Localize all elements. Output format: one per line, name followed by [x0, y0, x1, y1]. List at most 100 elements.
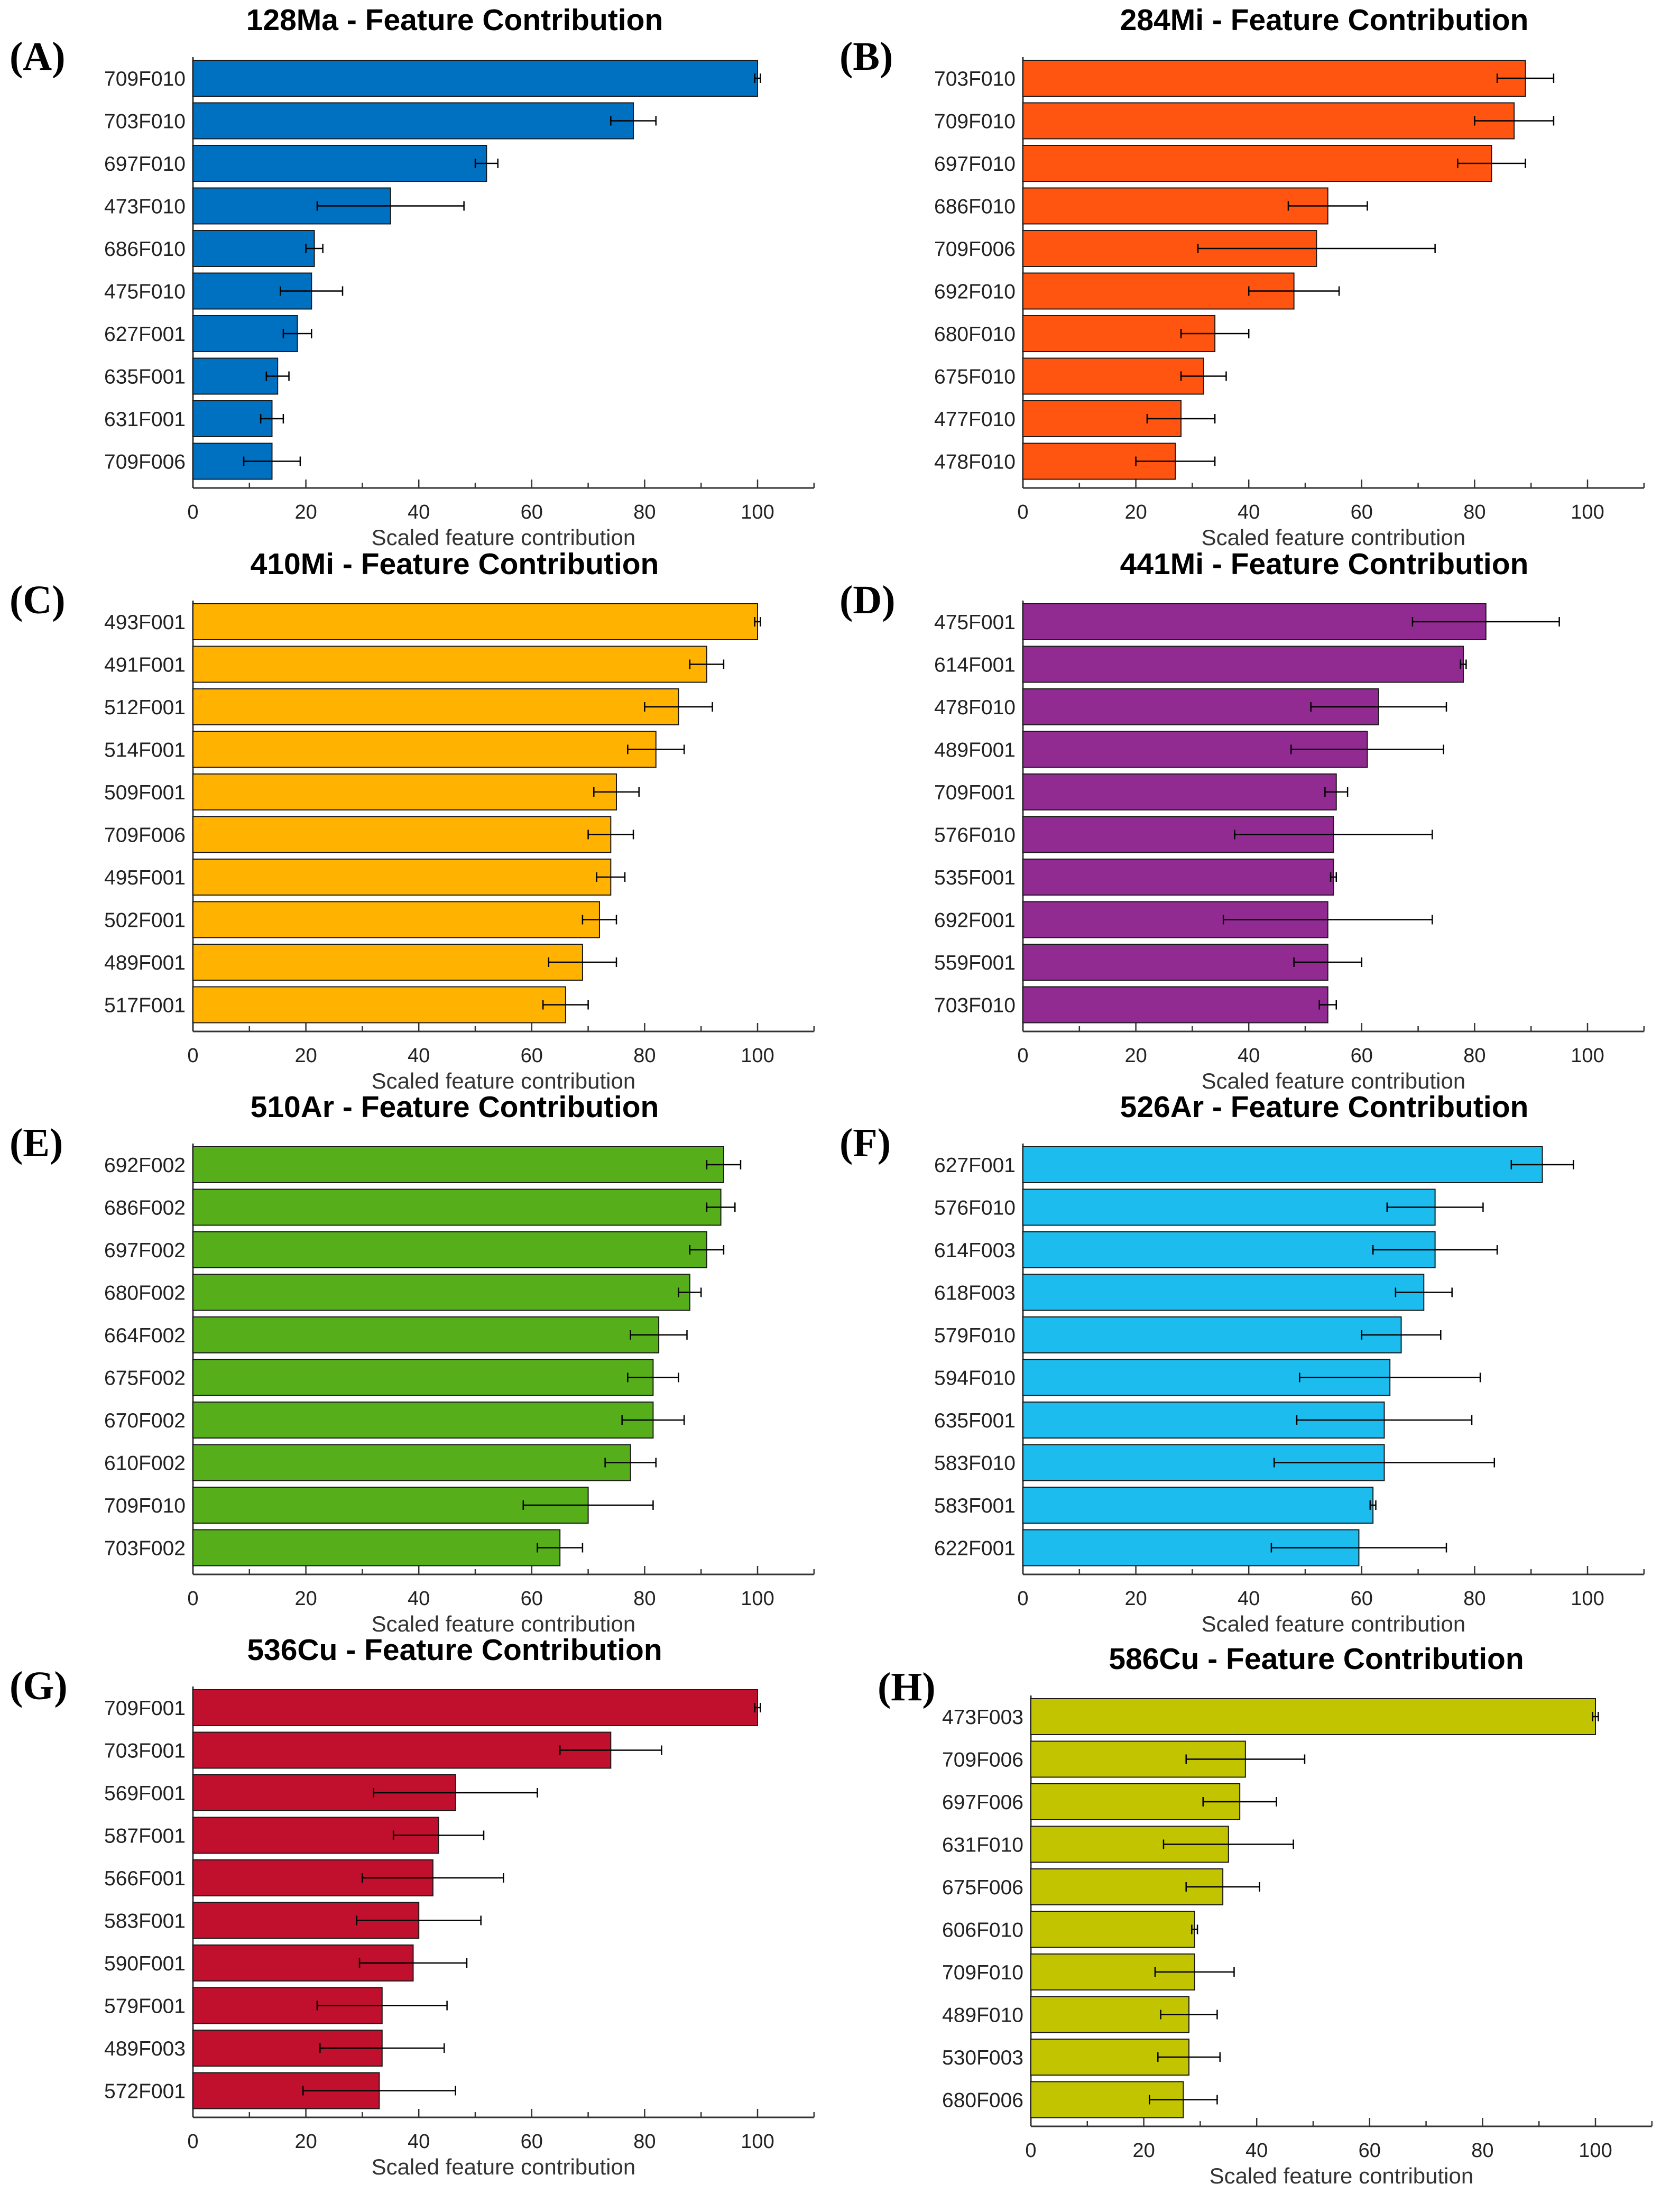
- category-label: 489F001: [934, 739, 1016, 762]
- category-label: 477F010: [934, 408, 1016, 431]
- category-label: 475F001: [934, 611, 1016, 634]
- category-label: 489F003: [104, 2038, 186, 2060]
- x-tick-label: 80: [633, 1045, 656, 1067]
- category-label: 709F006: [934, 238, 1016, 261]
- x-tick-label: 80: [1463, 1588, 1485, 1610]
- x-tick-label: 100: [741, 501, 774, 523]
- bar: [192, 986, 566, 1024]
- x-axis-label: Scaled feature contribution: [1202, 1611, 1466, 1636]
- panel-label: (B): [839, 34, 893, 79]
- chart-panel: 128Ma - Feature Contribution (A) 0 20 40 60 80…: [10, 3, 815, 550]
- x-tick-label: 40: [408, 501, 430, 523]
- bar: [192, 1274, 690, 1311]
- chart-panel: 441Mi - Feature Contribution (D) 0 20 40 60 80…: [839, 547, 1645, 1093]
- category-label: 627F001: [934, 1154, 1016, 1177]
- category-label: 635F001: [934, 1409, 1016, 1432]
- x-tick-label: 100: [741, 1588, 774, 1610]
- x-tick-label: 40: [1238, 501, 1260, 523]
- bar: [192, 315, 298, 352]
- category-label: 576F010: [934, 824, 1016, 847]
- category-label: 670F002: [104, 1409, 186, 1432]
- category-label: 697F010: [934, 153, 1016, 176]
- category-label: 664F002: [104, 1324, 186, 1347]
- x-tick-label: 0: [1025, 2140, 1036, 2162]
- x-tick-label: 60: [521, 501, 543, 523]
- bar: [1030, 1911, 1195, 1948]
- x-axis-label: Scaled feature contribution: [372, 1068, 636, 1093]
- x-tick-label: 20: [1124, 1045, 1147, 1067]
- bar: [192, 357, 279, 395]
- bar: [1022, 1316, 1402, 1353]
- x-tick-label: 60: [521, 2131, 543, 2153]
- chart-title: 284Mi - Feature Contribution: [1120, 3, 1529, 37]
- bar: [192, 230, 315, 267]
- chart-panel: 284Mi - Feature Contribution (B) 0 20 40 60 80…: [839, 3, 1645, 550]
- bar: [1022, 1274, 1425, 1311]
- bar: [192, 688, 679, 725]
- bar: [192, 1231, 707, 1268]
- x-tick-label: 20: [294, 1588, 317, 1610]
- bar: [192, 1529, 561, 1566]
- category-label: 579F010: [934, 1324, 1016, 1347]
- bar: [1022, 1146, 1543, 1183]
- x-axis-label: Scaled feature contribution: [372, 1611, 636, 1636]
- bar: [192, 901, 600, 938]
- x-tick-label: 20: [294, 1045, 317, 1067]
- x-tick-label: 100: [1571, 1588, 1604, 1610]
- x-tick-label: 80: [1463, 501, 1485, 523]
- category-label: 709F010: [104, 68, 186, 90]
- x-tick-label: 20: [294, 501, 317, 523]
- category-label: 675F002: [104, 1367, 186, 1390]
- panel-label: (F): [839, 1121, 891, 1165]
- x-axis-label: Scaled feature contribution: [1202, 525, 1466, 550]
- panel-label: (E): [10, 1121, 63, 1165]
- bar: [192, 731, 657, 768]
- bar: [1022, 102, 1515, 140]
- x-tick-label: 40: [1245, 2140, 1268, 2162]
- category-label: 686F010: [934, 196, 1016, 218]
- bar: [1022, 145, 1492, 182]
- bar: [192, 60, 758, 97]
- x-tick-label: 40: [1238, 1045, 1260, 1067]
- x-tick-label: 60: [521, 1045, 543, 1067]
- category-label: 675F006: [942, 1876, 1023, 1899]
- category-label: 709F001: [934, 781, 1016, 804]
- x-tick-label: 80: [633, 2131, 656, 2153]
- category-label: 709F010: [934, 110, 1016, 133]
- category-label: 594F010: [934, 1367, 1016, 1390]
- x-tick-label: 100: [1579, 2140, 1612, 2162]
- category-label: 587F001: [104, 1825, 186, 1848]
- bar: [1022, 1487, 1374, 1524]
- panel-label: (D): [839, 578, 896, 622]
- category-label: 576F010: [934, 1197, 1016, 1220]
- category-label: 709F010: [104, 1495, 186, 1517]
- bar: [192, 1487, 589, 1524]
- chart-panel: 536Cu - Feature Contribution (G) 0 20 40 60 80…: [10, 1633, 815, 2179]
- chart-title: 128Ma - Feature Contribution: [246, 3, 663, 37]
- x-tick-label: 100: [741, 1045, 774, 1067]
- x-tick-label: 20: [294, 2131, 317, 2153]
- category-label: 709F006: [104, 824, 186, 847]
- x-tick-label: 100: [741, 2131, 774, 2153]
- category-label: 517F001: [104, 994, 186, 1017]
- bar: [1022, 187, 1328, 225]
- x-tick-label: 60: [1351, 501, 1373, 523]
- category-label: 703F002: [104, 1537, 186, 1560]
- bar: [192, 1146, 724, 1183]
- category-label: 703F010: [934, 994, 1016, 1017]
- category-label: 473F003: [942, 1706, 1023, 1729]
- category-label: 489F010: [942, 2004, 1023, 2027]
- category-label: 491F001: [104, 654, 186, 677]
- panel-label: (H): [878, 1665, 936, 1709]
- x-tick-label: 0: [187, 2131, 198, 2153]
- category-label: 675F010: [934, 366, 1016, 389]
- category-label: 572F001: [104, 2080, 186, 2103]
- chart-panel: 586Cu - Feature Contribution (H) 0 20 40 60 80…: [878, 1642, 1653, 2188]
- category-label: 680F006: [942, 2089, 1023, 2112]
- bar: [1022, 986, 1328, 1024]
- category-label: 703F010: [934, 68, 1016, 90]
- bar: [1022, 773, 1337, 810]
- bar: [192, 944, 583, 981]
- category-label: 709F006: [104, 451, 186, 474]
- x-tick-label: 0: [187, 1588, 198, 1610]
